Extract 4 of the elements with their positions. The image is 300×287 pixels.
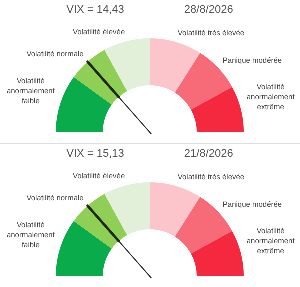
chart-title: VIX = 14,43: [66, 4, 124, 16]
chart-subtitle: 28/8/2026: [184, 4, 234, 16]
chart-subtitle: 21/8/2026: [184, 148, 234, 160]
chart-title: VIX = 15,13: [66, 148, 124, 160]
